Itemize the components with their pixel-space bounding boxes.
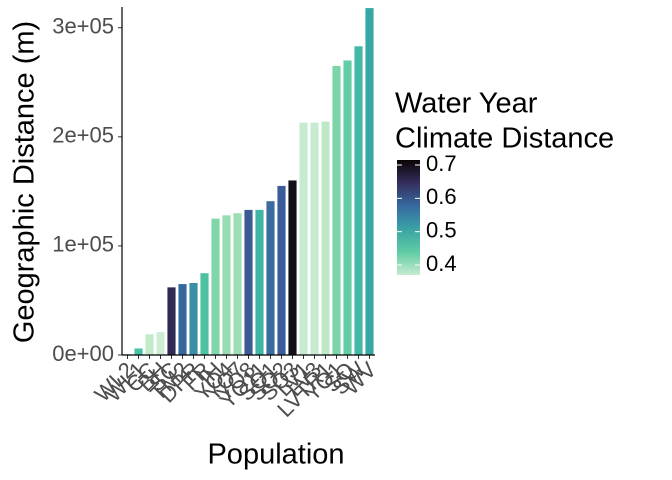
- bar: [277, 185, 286, 355]
- colorbar: [397, 160, 420, 275]
- x-axis-title: Population: [207, 439, 344, 471]
- colorbar-label: 0.6: [426, 184, 457, 209]
- bar: [288, 180, 297, 355]
- bar: [134, 348, 143, 355]
- y-axis-title: Geographic Distance (m): [9, 21, 41, 343]
- bar: [178, 284, 187, 355]
- bar: [200, 273, 209, 355]
- bar: [156, 332, 165, 355]
- y-tick-label: 0e+00: [52, 341, 114, 366]
- y-tick-label: 1e+05: [52, 232, 114, 257]
- bar: [354, 46, 363, 355]
- bar: [233, 213, 242, 355]
- bar: [299, 122, 308, 356]
- bar: [222, 215, 231, 355]
- colorbar-label: 0.7: [426, 151, 457, 176]
- bar: [343, 60, 352, 356]
- bar: [332, 65, 341, 355]
- bar: [321, 121, 330, 355]
- colorbar-label: 0.4: [426, 251, 457, 276]
- bar: [244, 209, 253, 355]
- bar: [266, 201, 275, 355]
- y-tick-label: 3e+05: [52, 14, 114, 39]
- bar: [255, 209, 264, 355]
- bar: [145, 334, 154, 355]
- bar: [167, 287, 176, 355]
- y-tick-label: 2e+05: [52, 123, 114, 148]
- legend-title: Climate Distance: [395, 123, 614, 155]
- bar: [211, 218, 220, 355]
- legend-title: Water Year: [395, 88, 538, 120]
- bar: [365, 8, 374, 355]
- bar: [189, 283, 198, 355]
- colorbar-label: 0.5: [426, 217, 457, 242]
- bar: [310, 122, 319, 356]
